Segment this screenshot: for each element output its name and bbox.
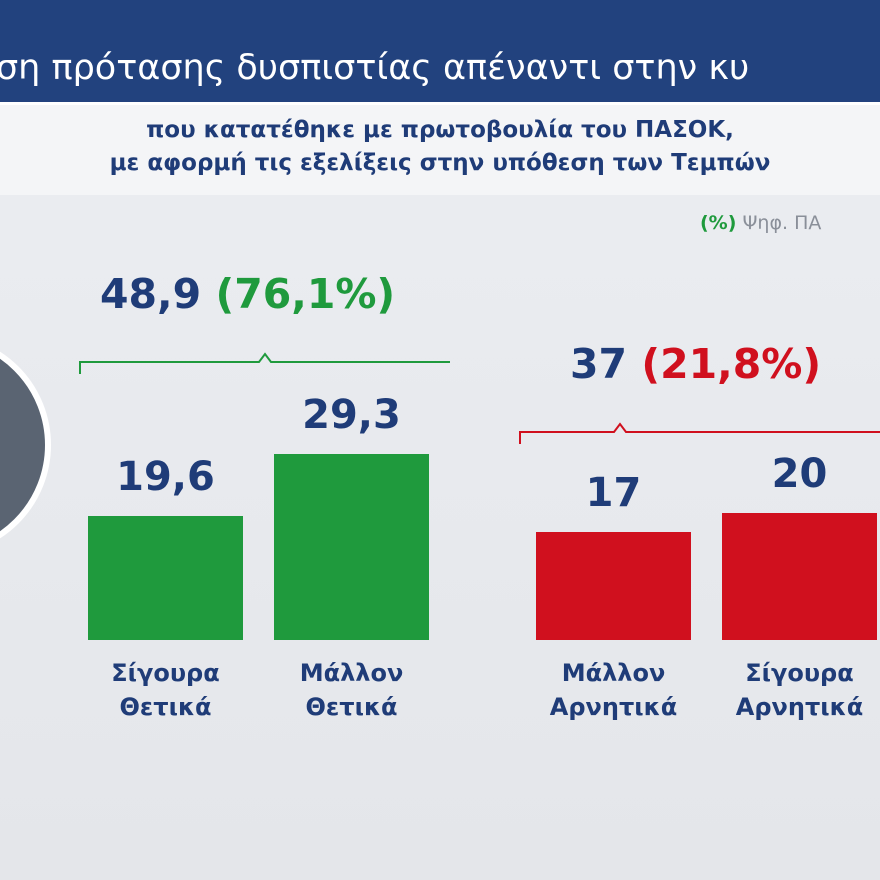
bracket xyxy=(519,422,880,444)
group-share: (21,8%) xyxy=(641,340,822,388)
legend-note: (%) Ψηφ. ΠΑ xyxy=(700,212,821,234)
category-label: Σίγουρα Θετικά xyxy=(111,659,220,721)
value-label: 20 xyxy=(771,451,828,497)
category-label: Μάλλον Αρνητικά xyxy=(549,659,678,721)
category-label: Σίγουρα Αρνητικά xyxy=(735,659,864,721)
subtitle: που κατατέθηκε με πρωτοβουλία του ΠΑΣΟΚ, xyxy=(146,117,734,143)
legend-marker: (%) xyxy=(700,212,737,234)
title: ση πρότασης δυσπιστίας απέναντι στην κυ xyxy=(0,48,750,88)
subtitle-box: που κατατέθηκε με πρωτοβουλία του ΠΑΣΟΚ,… xyxy=(0,105,880,195)
bar xyxy=(88,515,243,640)
group-total-value: 37 xyxy=(570,340,628,388)
value-label: 17 xyxy=(585,470,642,517)
category-label: Μάλλον Θετικά xyxy=(299,659,404,721)
banner: ση πρότασης δυσπιστίας απέναντι στην κυ xyxy=(0,0,880,105)
group-total-value: 48,9 xyxy=(100,270,202,318)
group-share: (76,1%) xyxy=(215,270,396,318)
legend-text: Ψηφ. ΠΑ xyxy=(742,212,822,234)
bar xyxy=(536,532,691,640)
group-total: 48,9 (76,1%) xyxy=(100,270,395,318)
bar xyxy=(274,453,429,640)
bar xyxy=(722,513,877,640)
value-label: 19,6 xyxy=(116,453,215,500)
photo xyxy=(0,351,51,539)
group-total: 37 (21,8%) xyxy=(570,340,821,388)
subtitle: με αφορμή τις εξελίξεις στην υπόθεση των… xyxy=(109,150,771,176)
bracket xyxy=(79,352,450,374)
value-label: 29,3 xyxy=(302,391,401,438)
